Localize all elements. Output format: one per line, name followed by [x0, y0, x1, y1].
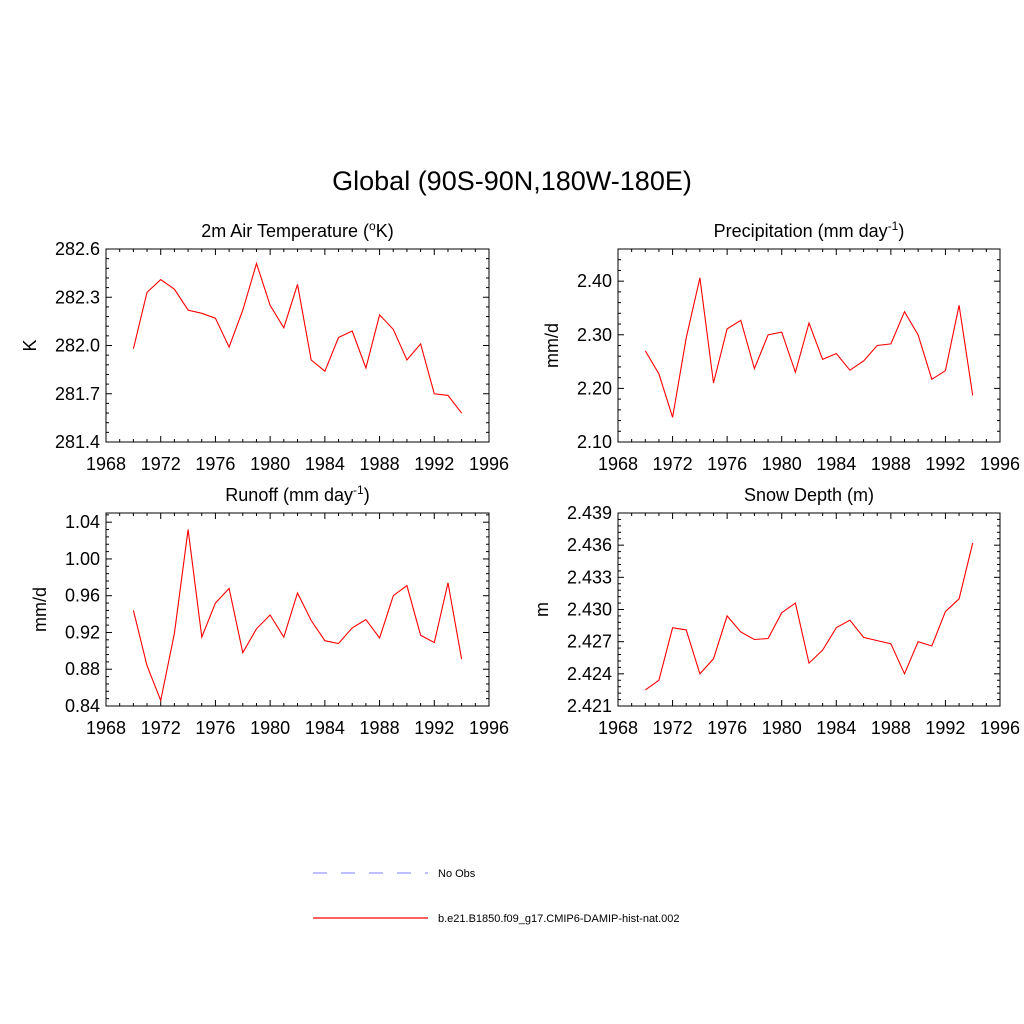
- chart-4-ytick-label: 2.424: [567, 664, 612, 684]
- chart-3-xtick-label: 1972: [141, 718, 181, 738]
- chart-3-ytick-label: 0.96: [65, 586, 100, 606]
- chart-3-xtick-label: 1980: [250, 718, 290, 738]
- chart-1-xtick-label: 1968: [86, 454, 126, 474]
- chart-2-xtick-label: 1996: [980, 454, 1020, 474]
- chart-2-ytick-label: 2.20: [577, 378, 612, 398]
- figure-title: Global (90S-90N,180W-180E): [332, 166, 692, 196]
- chart-1-title: 2m Air Temperature (oK): [201, 219, 393, 241]
- chart-4-ytick-label: 2.427: [567, 632, 612, 652]
- chart-2-ylabel: mm/d: [542, 323, 562, 368]
- chart-1-xtick-label: 1984: [305, 454, 345, 474]
- chart-1-ytick-label: 282.3: [55, 287, 100, 307]
- chart-3-xtick-label: 1984: [305, 718, 345, 738]
- chart-1-xtick-label: 1976: [195, 454, 235, 474]
- chart-3-title: Runoff (mm day-1): [225, 483, 369, 505]
- chart-3-xtick-label: 1992: [414, 718, 454, 738]
- chart-1-xtick-label: 1980: [250, 454, 290, 474]
- chart-4-title: Snow Depth (m): [744, 485, 874, 505]
- chart-4-xtick-label: 1992: [925, 718, 965, 738]
- chart-2-ytick-label: 2.30: [577, 325, 612, 345]
- chart-4-xtick-label: 1972: [653, 718, 693, 738]
- chart-3-ylabel: mm/d: [30, 587, 50, 632]
- chart-2-ytick-label: 2.10: [577, 432, 612, 452]
- chart-2-title: Precipitation (mm day-1): [714, 219, 905, 241]
- chart-3-series-line: [132, 529, 463, 703]
- chart-4-xtick-label: 1980: [762, 718, 802, 738]
- chart-2-ytick-label: 2.40: [577, 271, 612, 291]
- legend-obs-label: No Obs: [438, 868, 476, 880]
- chart-2-xtick-label: 1992: [925, 454, 965, 474]
- chart-1-ytick-label: 281.4: [55, 432, 100, 452]
- chart-2-xtick-label: 1988: [871, 454, 911, 474]
- chart-4-series-line: [644, 542, 974, 691]
- chart-2-xtick-label: 1980: [762, 454, 802, 474]
- chart-4-ytick-label: 2.439: [567, 503, 612, 523]
- chart-2-xtick-label: 1968: [598, 454, 638, 474]
- chart-4-xtick-label: 1968: [598, 718, 638, 738]
- legend-model-label: b.e21.B1850.f09_g17.CMIP6-DAMIP-hist-nat…: [438, 913, 680, 925]
- chart-2-xtick-label: 1976: [707, 454, 747, 474]
- chart-3-xtick-label: 1968: [86, 718, 126, 738]
- chart-3-xtick-label: 1996: [469, 718, 509, 738]
- chart-1-ytick-label: 282.0: [55, 336, 100, 356]
- chart-3-ytick-label: 0.92: [65, 622, 100, 642]
- chart-1-ytick-label: 281.7: [55, 384, 100, 404]
- chart-4-ytick-label: 2.430: [567, 600, 612, 620]
- chart-1-series-line: [132, 261, 463, 414]
- chart-1-xtick-label: 1972: [141, 454, 181, 474]
- chart-4-xtick-label: 1996: [980, 718, 1020, 738]
- chart-2-series-line: [644, 277, 974, 418]
- chart-2-xtick-label: 1984: [816, 454, 856, 474]
- chart-4-xtick-label: 1984: [816, 718, 856, 738]
- chart-1-ylabel: K: [20, 339, 40, 351]
- chart-3-ytick-label: 1.00: [65, 549, 100, 569]
- chart-4-ylabel: m: [532, 602, 552, 617]
- chart-4-ytick-label: 2.421: [567, 696, 612, 716]
- chart-4-ytick-label: 2.433: [567, 567, 612, 587]
- chart-1-xtick-label: 1996: [469, 454, 509, 474]
- chart-4-xtick-label: 1988: [871, 718, 911, 738]
- chart-1-ytick-label: 282.6: [55, 239, 100, 259]
- chart-3-xtick-label: 1976: [195, 718, 235, 738]
- chart-1-xtick-label: 1992: [414, 454, 454, 474]
- chart-3-xtick-label: 1988: [360, 718, 400, 738]
- chart-3-ytick-label: 1.04: [65, 512, 100, 532]
- chart-3-ytick-label: 0.84: [65, 696, 100, 716]
- chart-4-xtick-label: 1976: [707, 718, 747, 738]
- chart-1-xtick-label: 1988: [360, 454, 400, 474]
- chart-3-ytick-label: 0.88: [65, 659, 100, 679]
- chart-2-xtick-label: 1972: [653, 454, 693, 474]
- chart-4-ytick-label: 2.436: [567, 535, 612, 555]
